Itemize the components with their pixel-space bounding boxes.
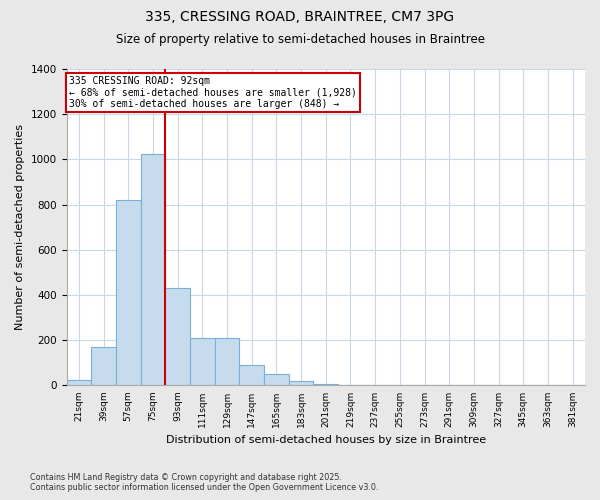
Bar <box>289 381 313 386</box>
Bar <box>165 288 190 386</box>
Bar <box>140 154 165 386</box>
Bar <box>313 384 338 386</box>
X-axis label: Distribution of semi-detached houses by size in Braintree: Distribution of semi-detached houses by … <box>166 435 486 445</box>
Text: 335 CRESSING ROAD: 92sqm
← 68% of semi-detached houses are smaller (1,928)
30% o: 335 CRESSING ROAD: 92sqm ← 68% of semi-d… <box>69 76 357 109</box>
Bar <box>215 338 239 386</box>
Bar <box>190 338 215 386</box>
Y-axis label: Number of semi-detached properties: Number of semi-detached properties <box>15 124 25 330</box>
Bar <box>239 365 264 386</box>
Bar <box>67 380 91 386</box>
Bar <box>264 374 289 386</box>
Text: Size of property relative to semi-detached houses in Braintree: Size of property relative to semi-detach… <box>115 32 485 46</box>
Text: 335, CRESSING ROAD, BRAINTREE, CM7 3PG: 335, CRESSING ROAD, BRAINTREE, CM7 3PG <box>145 10 455 24</box>
Bar <box>116 200 140 386</box>
Bar <box>91 347 116 386</box>
Text: Contains HM Land Registry data © Crown copyright and database right 2025.
Contai: Contains HM Land Registry data © Crown c… <box>30 473 379 492</box>
